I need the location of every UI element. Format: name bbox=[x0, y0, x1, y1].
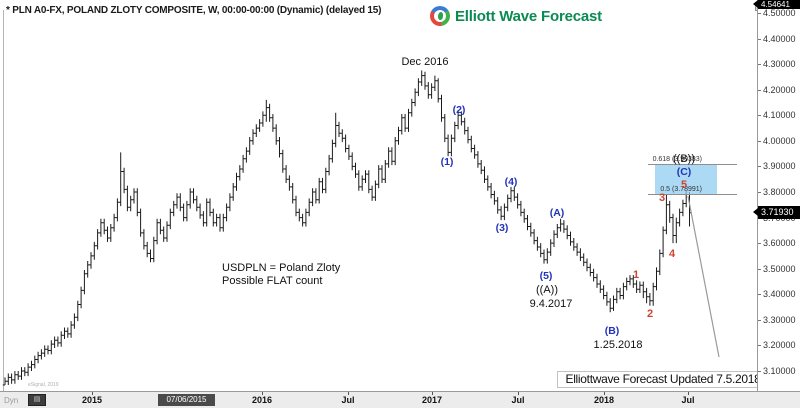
x-axis-tick bbox=[604, 392, 605, 395]
y-axis-tick bbox=[758, 370, 761, 372]
elliott-wave-forecast-logo: Elliott Wave Forecast bbox=[430, 6, 602, 26]
annotation-5: (5) bbox=[539, 270, 553, 282]
annotation-3: (3) bbox=[495, 222, 509, 234]
y-axis-tick bbox=[758, 345, 761, 347]
annotation-a: (A) bbox=[549, 207, 565, 219]
y-axis-tick bbox=[758, 166, 761, 168]
y-axis-label: 4.40000 bbox=[763, 33, 796, 44]
annotation-b: ((B)) bbox=[673, 153, 695, 165]
annotation-2: (2) bbox=[452, 104, 466, 116]
x-axis-tick bbox=[348, 392, 349, 395]
annotation-b: (B) bbox=[604, 325, 620, 337]
price-bars-svg bbox=[2, 70, 720, 386]
projection-trend-line bbox=[687, 195, 720, 358]
annotation-3: 3 bbox=[658, 192, 666, 204]
time-axis[interactable]: Dyn ▤ 07/06/2015 2015 2016 Jul 2017 Jul 2018 J… bbox=[0, 391, 800, 408]
y-axis-tick bbox=[758, 140, 761, 142]
annotation-usdplnpolandzloty: USDPLN = Poland Zloty bbox=[222, 262, 341, 274]
y-axis-label: 4.00000 bbox=[763, 135, 796, 146]
price-axis[interactable]: 4.50000 4.40000 4.30000 4.20000 4.10000 4.000… bbox=[753, 0, 800, 391]
annotation-a: ((A)) bbox=[536, 284, 558, 296]
y-axis-tick bbox=[758, 243, 761, 245]
y-axis-label: 3.80000 bbox=[763, 186, 796, 197]
y-axis-label: 4.20000 bbox=[763, 84, 796, 95]
x-axis-tick bbox=[518, 392, 519, 395]
calendar-icon[interactable]: ▤ bbox=[28, 394, 46, 406]
highlighted-date-box[interactable]: 07/06/2015 bbox=[158, 394, 215, 406]
x-axis-label-2017: 2017 bbox=[421, 395, 443, 405]
chart-left-border bbox=[3, 10, 4, 391]
x-axis-tick bbox=[262, 392, 263, 395]
annotation-1: 1 bbox=[632, 269, 640, 281]
y-axis-tick bbox=[758, 13, 761, 14]
annotation-dec2016: Dec 2016 bbox=[401, 56, 449, 68]
y-axis-tick bbox=[758, 38, 761, 40]
x-axis-label-2016: 2016 bbox=[251, 395, 273, 405]
chart-title: * PLN A0-FX, POLAND ZLOTY COMPOSITE, W, … bbox=[6, 5, 382, 16]
y-axis-label: 3.90000 bbox=[763, 161, 796, 172]
weekly-price-bars bbox=[2, 70, 692, 386]
y-axis-label: 3.40000 bbox=[763, 289, 796, 300]
y-axis-tick bbox=[758, 89, 761, 91]
y-axis-tick bbox=[758, 191, 761, 193]
annotation-possibleflatcount: Possible FLAT count bbox=[222, 275, 323, 287]
last-price-marker: 3.71930 bbox=[753, 206, 800, 219]
y-axis-label: 3.10000 bbox=[763, 365, 796, 376]
fib-label-05: 0.5 (3.78991) bbox=[660, 185, 702, 193]
y-axis-tick bbox=[758, 115, 761, 117]
fib-target-zone bbox=[655, 165, 717, 195]
y-axis-label: 4.10000 bbox=[763, 110, 796, 121]
y-axis-tick bbox=[758, 319, 761, 321]
x-axis-label-jul: Jul bbox=[341, 395, 355, 405]
y-axis-label: 3.20000 bbox=[763, 340, 796, 351]
y-axis-label: 3.50000 bbox=[763, 263, 796, 274]
y-axis-tick bbox=[758, 64, 761, 66]
x-axis-tick bbox=[432, 392, 433, 395]
esignal-watermark: eSignal, 2019 bbox=[28, 382, 59, 388]
elliott-wave-forecast-logo-icon bbox=[430, 6, 450, 26]
session-high-marker: 4.54641 bbox=[753, 0, 800, 9]
x-axis-label-2015: 2015 bbox=[81, 395, 103, 405]
annotation-942017: 9.4.2017 bbox=[529, 298, 573, 310]
x-axis-tick bbox=[688, 392, 689, 395]
fib-line-0618 bbox=[648, 164, 737, 166]
annotation-5: 5 bbox=[680, 179, 688, 191]
fib-line-05 bbox=[648, 193, 737, 195]
price-chart-area[interactable]: 0.618 (3.90383) 0.5 (3.78991) Dec 2016 (1… bbox=[0, 0, 769, 391]
x-axis-label-2018: 2018 bbox=[593, 395, 615, 405]
y-axis-label: 3.60000 bbox=[763, 238, 796, 249]
y-axis-tick bbox=[758, 268, 761, 270]
x-axis-label-jul: Jul bbox=[681, 395, 695, 405]
x-axis-label-jul: Jul bbox=[511, 395, 525, 405]
forecast-updated-note: Elliottwave Forecast Updated 7.5.2018 bbox=[557, 371, 769, 388]
elliott-wave-forecast-logo-text: Elliott Wave Forecast bbox=[455, 7, 602, 25]
dynamic-mode-label: Dyn bbox=[4, 396, 19, 405]
fib-label-0618: 0.618 (3.90383) bbox=[652, 156, 702, 164]
annotation-1252018: 1.25.2018 bbox=[593, 339, 643, 351]
y-axis-label: 3.30000 bbox=[763, 314, 796, 325]
annotation-2: 2 bbox=[646, 308, 654, 320]
y-axis-label: 4.30000 bbox=[763, 59, 796, 70]
annotation-c: (C) bbox=[676, 166, 692, 178]
annotation-4: (4) bbox=[504, 176, 518, 188]
annotation-4: 4 bbox=[668, 248, 676, 260]
x-axis-tick bbox=[92, 392, 93, 395]
y-axis-label: 4.50000 bbox=[763, 8, 796, 18]
annotation-1: (1) bbox=[440, 156, 454, 168]
y-axis-tick bbox=[758, 294, 761, 296]
